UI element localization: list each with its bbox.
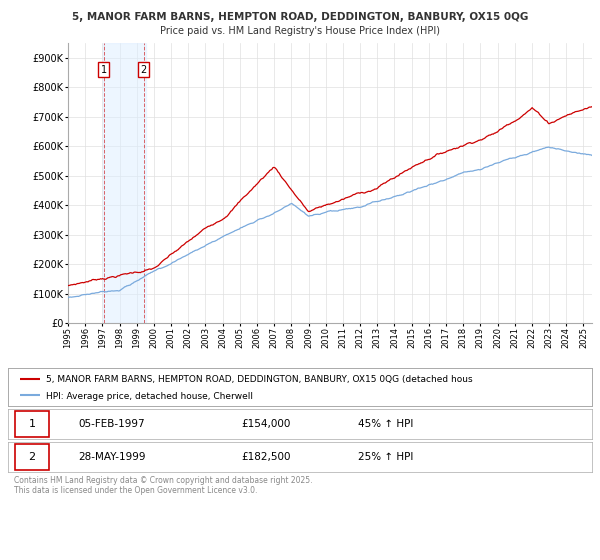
Text: Price paid vs. HM Land Registry's House Price Index (HPI): Price paid vs. HM Land Registry's House … <box>160 26 440 36</box>
FancyBboxPatch shape <box>15 445 49 470</box>
Text: 28-MAY-1999: 28-MAY-1999 <box>78 452 146 462</box>
FancyBboxPatch shape <box>15 412 49 437</box>
Text: 05-FEB-1997: 05-FEB-1997 <box>78 419 145 429</box>
Text: 2: 2 <box>28 452 35 462</box>
Text: 5, MANOR FARM BARNS, HEMPTON ROAD, DEDDINGTON, BANBURY, OX15 0QG: 5, MANOR FARM BARNS, HEMPTON ROAD, DEDDI… <box>72 12 528 22</box>
Text: 1: 1 <box>28 419 35 429</box>
Text: 5, MANOR FARM BARNS, HEMPTON ROAD, DEDDINGTON, BANBURY, OX15 0QG (detached hous: 5, MANOR FARM BARNS, HEMPTON ROAD, DEDDI… <box>46 375 473 384</box>
Bar <box>103 43 146 323</box>
Text: £182,500: £182,500 <box>242 452 291 462</box>
Text: £154,000: £154,000 <box>242 419 291 429</box>
Text: 45% ↑ HPI: 45% ↑ HPI <box>358 419 414 429</box>
Text: Contains HM Land Registry data © Crown copyright and database right 2025.
This d: Contains HM Land Registry data © Crown c… <box>14 475 313 495</box>
Text: 2: 2 <box>140 64 147 74</box>
Text: HPI: Average price, detached house, Cherwell: HPI: Average price, detached house, Cher… <box>46 391 253 400</box>
Text: 25% ↑ HPI: 25% ↑ HPI <box>358 452 414 462</box>
Text: 1: 1 <box>101 64 107 74</box>
